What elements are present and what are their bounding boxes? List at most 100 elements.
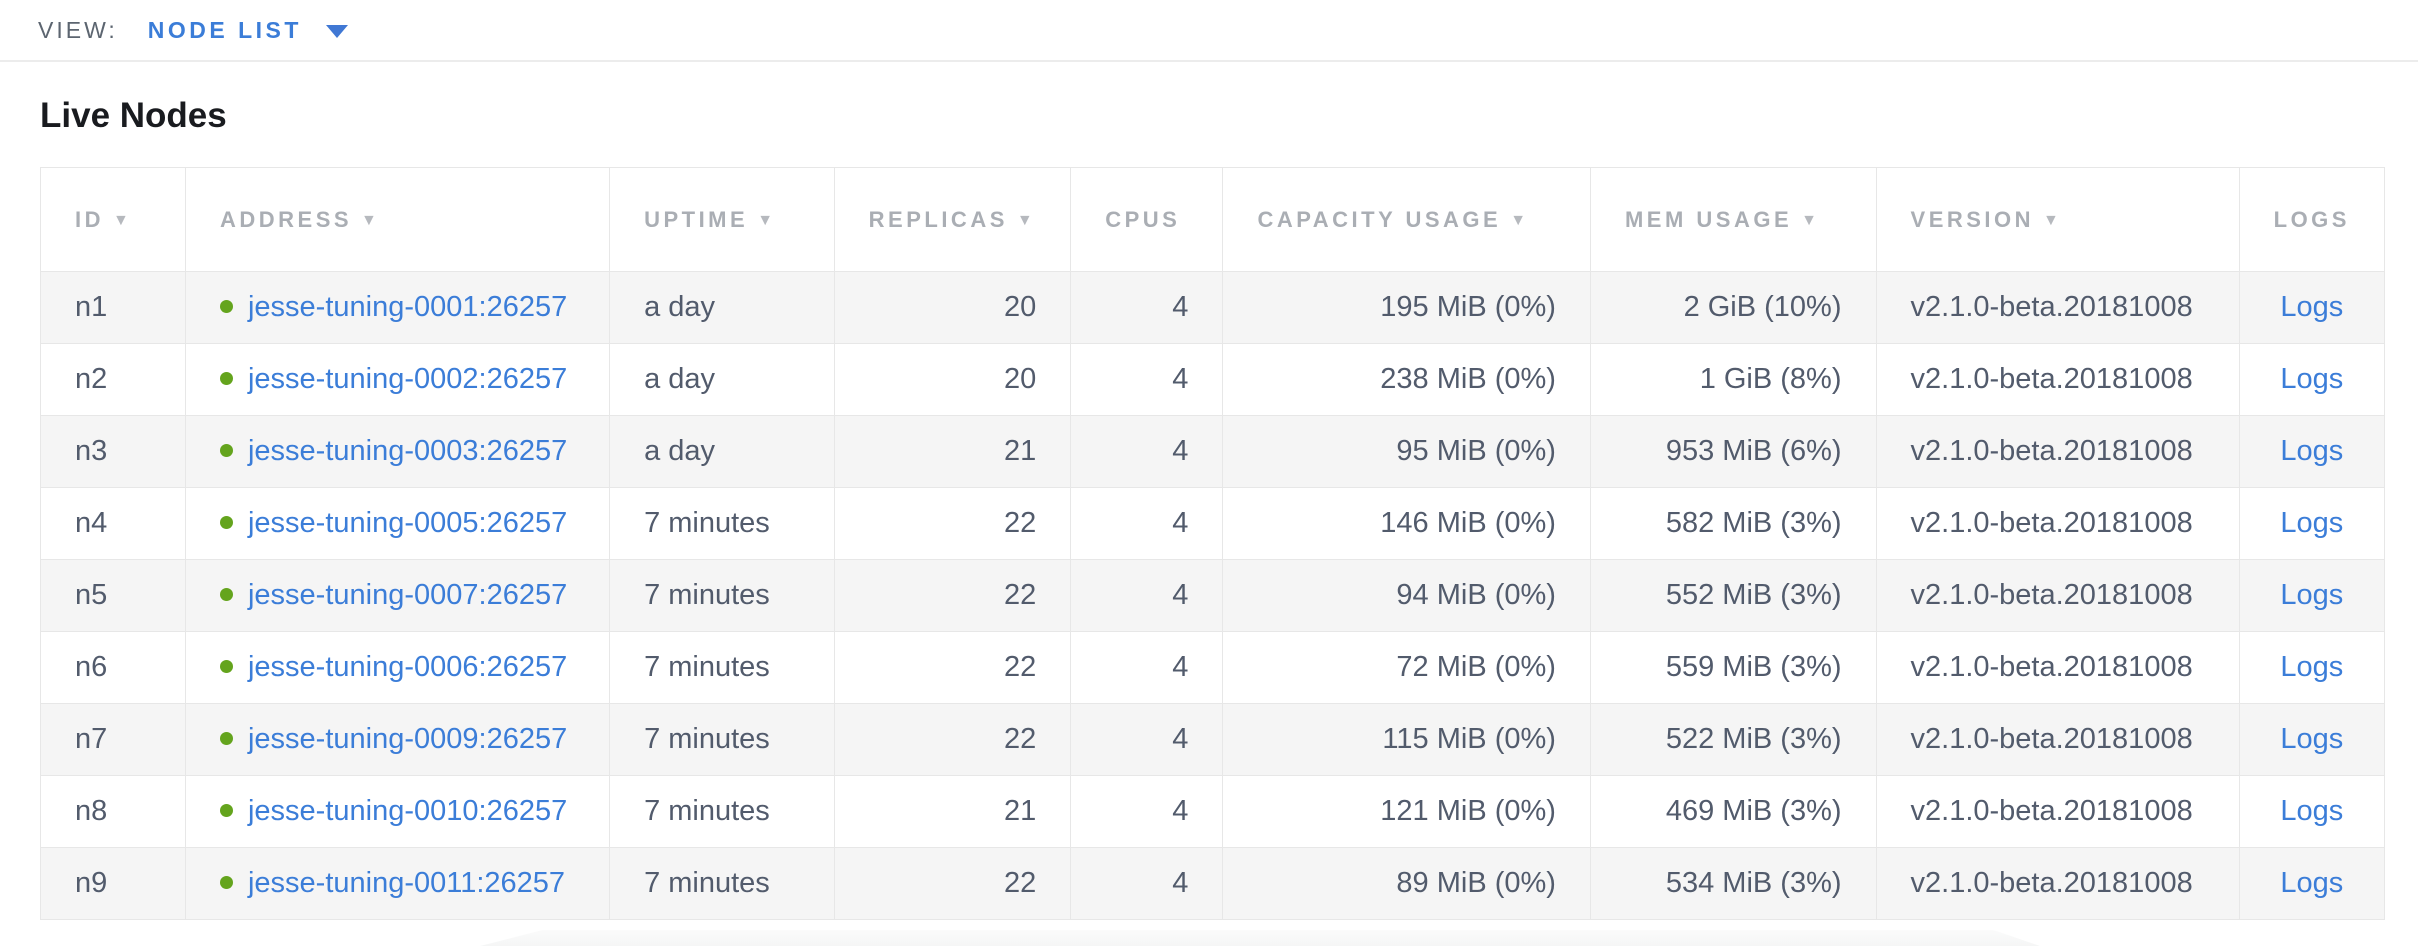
cell-value: 469 MiB (3%): [1665, 795, 1842, 827]
cell-uptime: a day: [609, 415, 835, 488]
cell-value: 4: [1172, 291, 1189, 323]
cell-value: 582 MiB (3%): [1665, 507, 1842, 539]
view-selected-value[interactable]: NODE LIST: [147, 16, 302, 43]
logs-link[interactable]: Logs: [2280, 723, 2344, 755]
cell-replicas: 21: [833, 775, 1072, 848]
view-label: VIEW:: [38, 16, 118, 43]
node-address-link[interactable]: jesse-tuning-0009:26257: [247, 723, 568, 755]
cell-version: v2.1.0-beta.20181008: [1875, 415, 2240, 488]
column-header-cpus: CPUS: [1070, 167, 1224, 272]
cell-replicas: 21: [833, 415, 1072, 488]
cell-uptime: 7 minutes: [609, 631, 835, 704]
cell-value: 89 MiB (0%): [1396, 867, 1556, 899]
cell-value: 22: [1003, 651, 1037, 683]
cell-uptime: 7 minutes: [609, 487, 835, 560]
column-header-id[interactable]: ID ▼: [40, 167, 186, 272]
node-address-link[interactable]: jesse-tuning-0007:26257: [247, 579, 568, 611]
column-header-label: REPLICAS: [868, 206, 1008, 232]
cell-value: 20: [1003, 291, 1037, 323]
cell-id: n5: [40, 559, 186, 632]
node-address-link[interactable]: jesse-tuning-0002:26257: [247, 363, 568, 395]
cell-value: n9: [75, 867, 108, 899]
cell-value: 146 MiB (0%): [1380, 507, 1556, 539]
cell-id: n6: [40, 631, 186, 704]
logs-link[interactable]: Logs: [2280, 867, 2344, 899]
logs-link[interactable]: Logs: [2280, 651, 2344, 683]
node-address-link[interactable]: jesse-tuning-0011:26257: [247, 867, 566, 899]
logs-link[interactable]: Logs: [2280, 435, 2344, 467]
cell-value: 1 GiB (8%): [1699, 363, 1842, 395]
column-header-capacity[interactable]: CAPACITY USAGE ▼: [1222, 167, 1591, 272]
node-address-link[interactable]: jesse-tuning-0006:26257: [247, 651, 568, 683]
view-selector-dropdown[interactable]: NODE LIST: [148, 17, 348, 44]
cell-mem: 1 GiB (8%): [1589, 343, 1877, 416]
logs-link[interactable]: Logs: [2280, 579, 2344, 611]
cell-id: n1: [40, 271, 186, 344]
logs-link[interactable]: Logs: [2280, 291, 2344, 323]
node-address-link[interactable]: jesse-tuning-0005:26257: [247, 507, 568, 539]
column-header-replicas[interactable]: REPLICAS ▼: [833, 167, 1072, 272]
cell-cpus: 4: [1070, 559, 1224, 632]
cell-uptime: a day: [609, 343, 835, 416]
sort-desc-icon: ▼: [1016, 211, 1037, 229]
cell-value: 22: [1003, 579, 1037, 611]
node-address-link[interactable]: jesse-tuning-0003:26257: [247, 435, 568, 467]
cell-logs: Logs: [2238, 847, 2386, 920]
cell-value: 4: [1172, 723, 1189, 755]
cell-value: 4: [1172, 651, 1189, 683]
node-healthy-dot-icon: [219, 732, 233, 745]
cell-capacity: 89 MiB (0%): [1222, 847, 1591, 920]
node-healthy-dot-icon: [219, 444, 233, 457]
column-header-uptime[interactable]: UPTIME ▼: [609, 167, 835, 272]
node-address-link[interactable]: jesse-tuning-0010:26257: [247, 795, 568, 827]
cell-value: 953 MiB (6%): [1665, 435, 1842, 467]
node-address-link[interactable]: jesse-tuning-0001:26257: [247, 291, 568, 323]
cell-mem: 2 GiB (10%): [1589, 271, 1877, 344]
sort-desc-icon: ▼: [113, 211, 133, 229]
logs-link[interactable]: Logs: [2280, 507, 2344, 539]
below-fold-element: [480, 930, 2040, 946]
cell-replicas: 22: [833, 631, 1072, 704]
cell-cpus: 4: [1070, 847, 1224, 920]
cell-value: 7 minutes: [644, 579, 770, 611]
cell-value: 4: [1172, 507, 1189, 539]
cell-address: jesse-tuning-0003:26257: [184, 415, 611, 488]
cell-value: 95 MiB (0%): [1396, 435, 1556, 467]
column-header-address[interactable]: ADDRESS ▼: [184, 167, 611, 272]
table-row: n3 jesse-tuning-0003:26257 a day 21 4 95 MiB …: [40, 415, 2386, 488]
logs-link[interactable]: Logs: [2280, 363, 2344, 395]
table-row: n4 jesse-tuning-0005:26257 7 minutes 22 4 146…: [40, 487, 2386, 560]
table-row: n9 jesse-tuning-0011:26257 7 minutes 22 4 89 …: [40, 847, 2386, 920]
cell-id: n2: [40, 343, 186, 416]
cell-version: v2.1.0-beta.20181008: [1875, 271, 2240, 344]
column-header-label: ADDRESS: [219, 206, 353, 232]
cell-replicas: 20: [833, 343, 1072, 416]
sort-desc-icon: ▼: [361, 211, 381, 229]
table-row: n7 jesse-tuning-0009:26257 7 minutes 22 4 115…: [40, 703, 2386, 776]
cell-value: 4: [1172, 435, 1189, 467]
view-bar: VIEW: NODE LIST: [0, 0, 2418, 62]
cell-value: a day: [644, 291, 716, 323]
column-header-label: CPUS: [1105, 206, 1181, 232]
cell-value: 534 MiB (3%): [1665, 867, 1842, 899]
cell-cpus: 4: [1070, 271, 1224, 344]
node-healthy-dot-icon: [219, 660, 233, 673]
node-healthy-dot-icon: [219, 300, 233, 313]
cell-value: n7: [75, 723, 108, 755]
cell-version: v2.1.0-beta.20181008: [1875, 487, 2240, 560]
cell-value: 4: [1172, 795, 1189, 827]
column-header-version[interactable]: VERSION ▼: [1875, 167, 2240, 272]
table-row: n5 jesse-tuning-0007:26257 7 minutes 22 4 94 …: [40, 559, 2386, 632]
cell-cpus: 4: [1070, 775, 1224, 848]
logs-link[interactable]: Logs: [2280, 795, 2344, 827]
cell-mem: 469 MiB (3%): [1589, 775, 1877, 848]
column-header-mem[interactable]: MEM USAGE ▼: [1589, 167, 1877, 272]
cell-value: 72 MiB (0%): [1396, 651, 1556, 683]
cell-replicas: 22: [833, 559, 1072, 632]
cell-capacity: 146 MiB (0%): [1222, 487, 1591, 560]
cell-value: 4: [1172, 363, 1189, 395]
cell-value: 21: [1003, 795, 1037, 827]
cell-value: v2.1.0-beta.20181008: [1910, 795, 2193, 827]
cell-value: v2.1.0-beta.20181008: [1910, 579, 2193, 611]
cell-capacity: 195 MiB (0%): [1222, 271, 1591, 344]
